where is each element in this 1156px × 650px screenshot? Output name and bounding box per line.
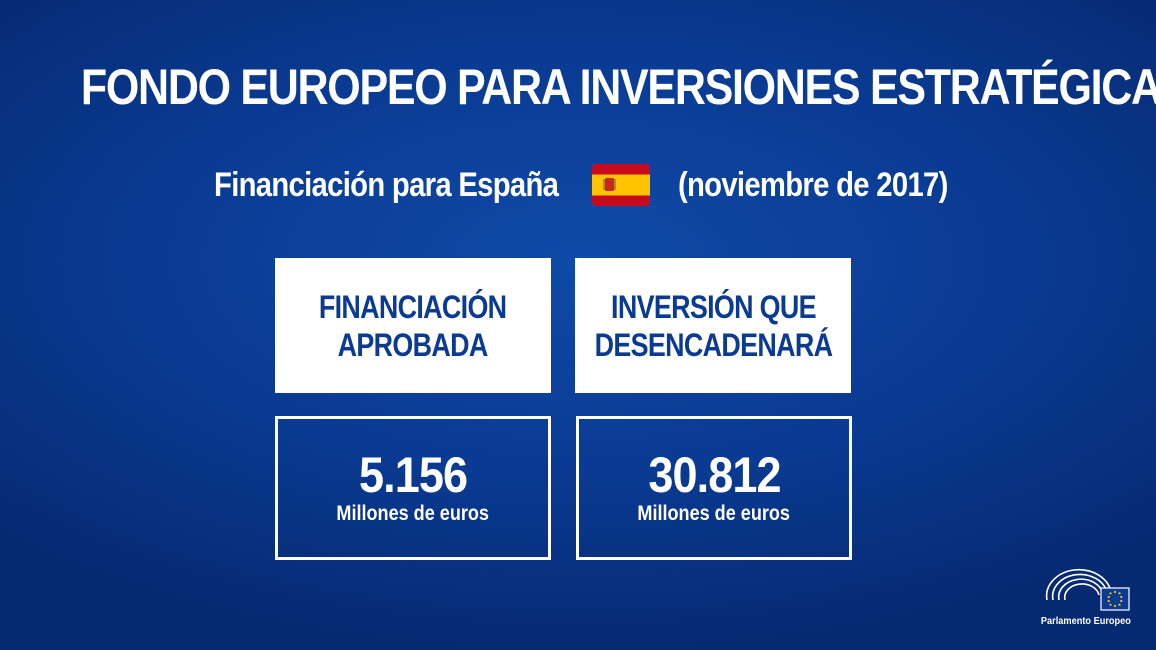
value-number: 30.812 — [647, 447, 781, 503]
value-box-financiacion: 5.156 Millones de euros — [275, 416, 551, 560]
logo-text: Parlamento Europeo — [1041, 616, 1131, 627]
value-unit: Millones de euros — [336, 502, 490, 525]
subtitle-text: Financiación para España — [214, 165, 559, 204]
subtitle: Financiación para España (noviembre de 2… — [0, 164, 1156, 206]
header-label: INVERSIÓN QUE DESENCADENARÁ — [594, 288, 832, 363]
parliament-logo: Parlamento Europeo — [1036, 562, 1136, 632]
value-unit: Millones de euros — [637, 502, 791, 525]
european-parliament-logo-icon — [1045, 568, 1130, 611]
header-box-financiacion: FINANCIACIÓN APROBADA — [275, 258, 551, 393]
subtitle-date: (noviembre de 2017) — [678, 165, 948, 204]
header-label: FINANCIACIÓN APROBADA — [319, 288, 507, 363]
value-number: 5.156 — [358, 447, 468, 503]
header-box-inversion: INVERSIÓN QUE DESENCADENARÁ — [575, 258, 851, 393]
page-title: FONDO EUROPEO PARA INVERSIONES ESTRATÉGI… — [80, 59, 1156, 115]
value-box-inversion: 30.812 Millones de euros — [576, 416, 852, 560]
spain-flag-icon — [592, 164, 651, 206]
